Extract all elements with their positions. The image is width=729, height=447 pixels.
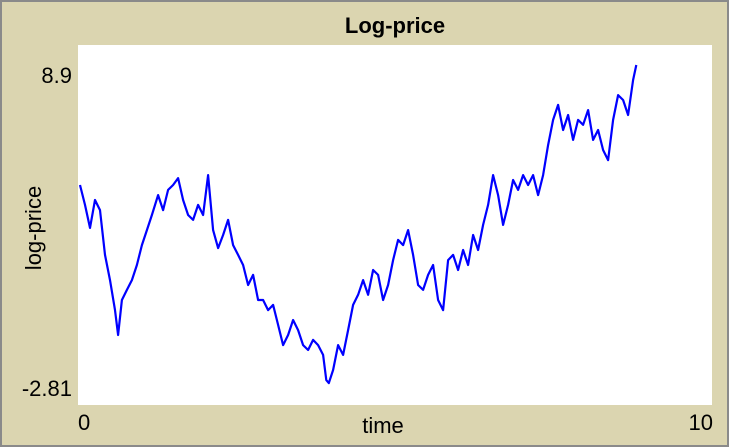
- plot-area: [78, 45, 712, 405]
- y-axis-label: log-price: [21, 186, 46, 270]
- chart-title: Log-price: [345, 13, 445, 38]
- y-tick-label: -2.81: [22, 376, 72, 401]
- data-line: [78, 64, 638, 385]
- x-tick-label: 0: [78, 410, 90, 435]
- y-tick-label: 8.9: [41, 63, 72, 88]
- x-tick-label: 10: [689, 410, 713, 435]
- x-axis-label: time: [362, 413, 404, 438]
